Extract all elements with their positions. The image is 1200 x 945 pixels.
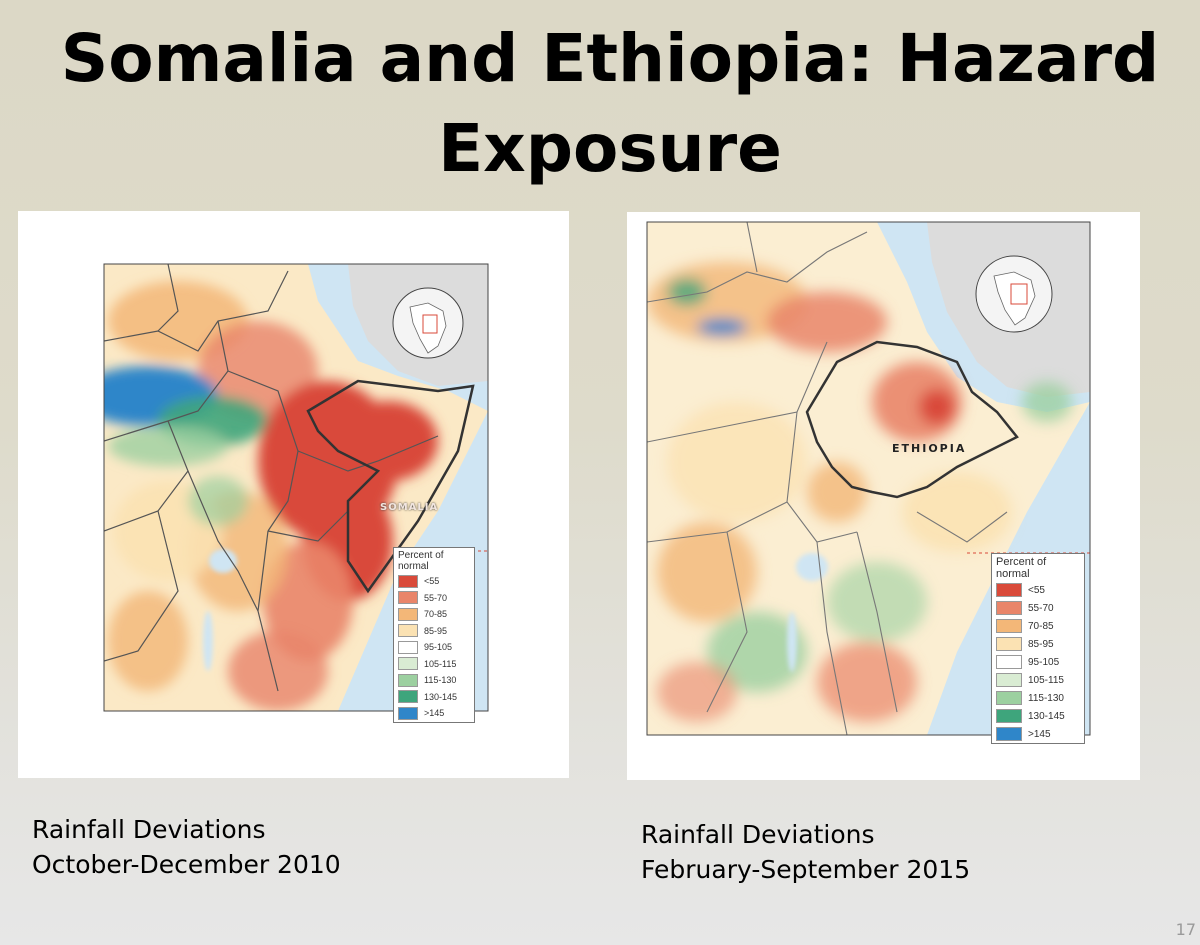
caption-2010: Rainfall Deviations October-December 201…	[32, 812, 341, 882]
rainfall-map-2010	[103, 263, 489, 712]
legend-label: 105-115	[1028, 674, 1064, 686]
legend-label: 115-130	[1028, 692, 1064, 704]
legend-swatch	[996, 583, 1022, 597]
caption-line-1: Rainfall Deviations	[32, 815, 266, 844]
legend-swatch	[996, 637, 1022, 651]
legend-swatch	[398, 591, 418, 605]
legend-title: Percent of normal	[398, 550, 444, 572]
legend-label: <55	[424, 576, 440, 587]
legend-swatch	[996, 601, 1022, 615]
legend-swatch	[996, 709, 1022, 723]
legend-item: 85-95	[394, 623, 474, 640]
legend-label: 105-115	[424, 658, 457, 669]
legend-2015: Percent of normal <55 55-70 70-85 85-95 95-1…	[991, 553, 1085, 744]
legend-title: Percent of normal	[996, 556, 1047, 580]
legend-item: 115-130	[394, 672, 474, 689]
legend-item: 95-105	[992, 653, 1084, 671]
legend-swatch	[996, 655, 1022, 669]
legend-item: 105-115	[992, 671, 1084, 689]
legend-label: 70-85	[1028, 620, 1054, 632]
legend-label: 70-85	[424, 609, 448, 620]
legend-swatch	[996, 727, 1022, 741]
legend-item: 55-70	[394, 590, 474, 607]
legend-label: 55-70	[1028, 602, 1054, 614]
caption-line-1: Rainfall Deviations	[641, 820, 875, 849]
legend-label: 85-95	[1028, 638, 1054, 650]
legend-swatch	[398, 673, 418, 687]
legend-item: <55	[394, 573, 474, 590]
legend-label: 85-95	[424, 625, 448, 636]
map-label-ethiopia: ETHIOPIA	[892, 442, 967, 455]
legend-item: 115-130	[992, 689, 1084, 707]
legend-swatch	[398, 690, 418, 704]
legend-item: >145	[992, 725, 1084, 743]
legend-label: 115-130	[424, 675, 457, 686]
legend-label: <55	[1028, 584, 1045, 596]
legend-label: 95-105	[424, 642, 453, 653]
map-label-somalia: SOMALIA	[380, 502, 439, 513]
legend-swatch	[398, 706, 418, 720]
slide-title: Somalia and Ethiopia: Hazard Exposure	[60, 20, 1160, 187]
slide-number: 17	[1175, 920, 1196, 939]
legend-swatch	[398, 607, 418, 621]
legend-label: 55-70	[424, 592, 448, 603]
legend-item: >145	[394, 705, 474, 722]
legend-item: 105-115	[394, 656, 474, 673]
legend-item: 70-85	[992, 617, 1084, 635]
legend-label: >145	[424, 708, 445, 719]
legend-item: 130-145	[394, 689, 474, 706]
legend-label: 95-105	[1028, 656, 1060, 668]
legend-label: 130-145	[1028, 710, 1065, 722]
caption-line-2: February-September 2015	[641, 855, 971, 884]
legend-swatch	[996, 673, 1022, 687]
map-panel-ethiopia: ETHIOPIA Percent of normal <55 55-70 70-85…	[627, 212, 1140, 780]
legend-swatch	[398, 657, 418, 671]
legend-item: 55-70	[992, 599, 1084, 617]
legend-swatch	[398, 624, 418, 638]
legend-label: 130-145	[424, 691, 458, 702]
caption-line-2: October-December 2010	[32, 850, 341, 879]
legend-item: <55	[992, 581, 1084, 599]
legend-2010: Percent of normal <55 55-70 70-85 85-95 95-1…	[393, 547, 475, 723]
legend-item: 130-145	[992, 707, 1084, 725]
legend-swatch	[996, 619, 1022, 633]
legend-item: 85-95	[992, 635, 1084, 653]
legend-swatch	[996, 691, 1022, 705]
legend-label: >145	[1028, 728, 1051, 740]
map-panel-somalia: SOMALIA Percent of normal <55 55-70 70-85 8…	[18, 211, 569, 778]
legend-item: 70-85	[394, 606, 474, 623]
legend-item: 95-105	[394, 639, 474, 656]
legend-swatch	[398, 574, 418, 588]
legend-swatch	[398, 640, 418, 654]
caption-2015: Rainfall Deviations February-September 2…	[641, 817, 970, 887]
